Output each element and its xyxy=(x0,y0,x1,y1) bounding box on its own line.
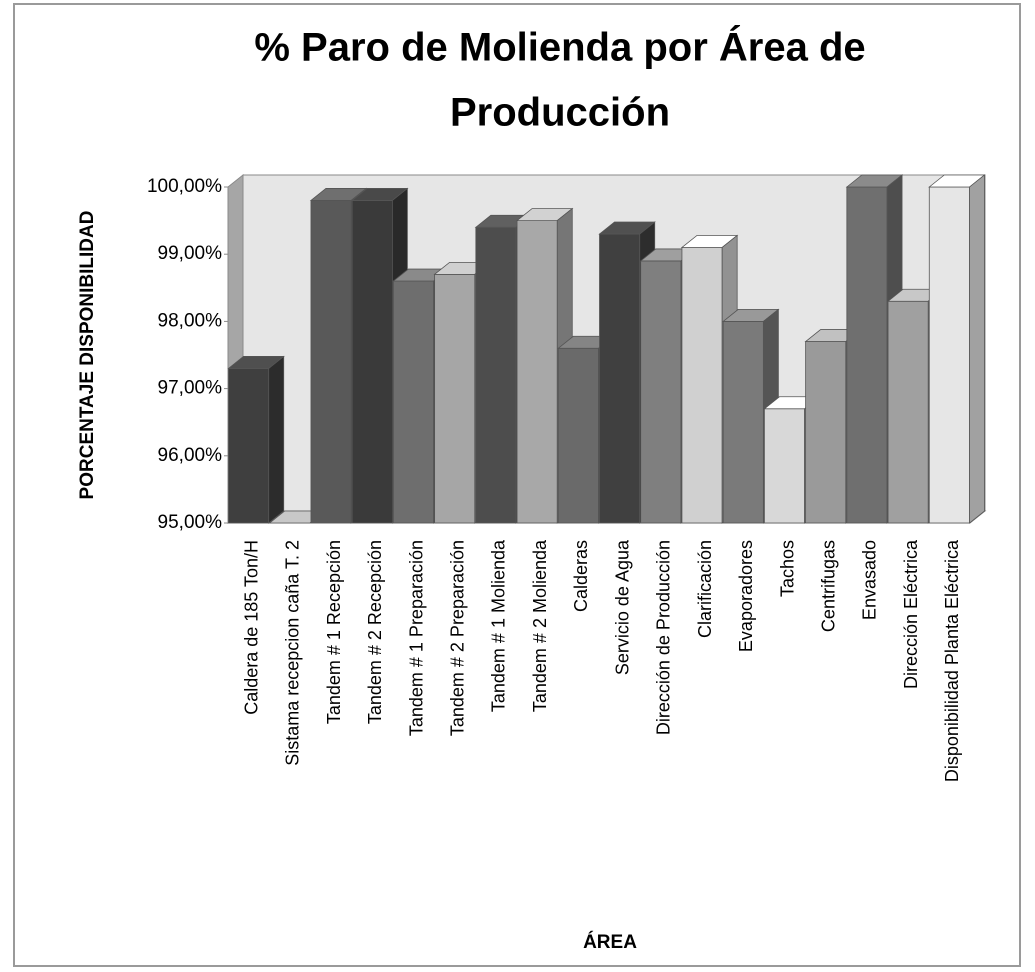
x-tick-label: Servicio de Agua xyxy=(612,539,632,675)
x-tick-label: Disponibilidad Planta Eléctrica xyxy=(942,539,962,782)
bar xyxy=(228,368,270,524)
y-tick-label: 96,00% xyxy=(158,445,223,466)
y-tick-label: 100,00% xyxy=(147,176,222,197)
y-axis-title: PORCENTAJE DISPONIBILIDAD xyxy=(77,211,98,500)
bar xyxy=(434,273,476,524)
bar-side xyxy=(969,174,985,524)
x-tick-label: Tandem # 1 Preparación xyxy=(406,540,426,736)
y-tick-label: 97,00% xyxy=(158,378,223,399)
x-tick-label: Envasado xyxy=(860,540,880,620)
x-tick-label: Tandem # 2 Preparación xyxy=(447,540,467,736)
bar xyxy=(599,233,641,524)
bar xyxy=(310,200,352,524)
x-tick-label: Caldera de 185 Ton/H xyxy=(241,540,261,715)
x-tick-label: Tandem # 1 Molienda xyxy=(489,539,509,712)
bar xyxy=(928,186,970,524)
chart-title: Producción xyxy=(450,91,670,135)
bar xyxy=(681,247,723,524)
bar xyxy=(475,226,517,524)
bar xyxy=(887,300,929,524)
bar xyxy=(640,260,682,524)
bar xyxy=(557,347,599,524)
y-tick-label: 95,00% xyxy=(158,512,223,533)
bar xyxy=(805,341,847,524)
x-tick-label: Tandem # 1 Recepción xyxy=(324,540,344,724)
bar xyxy=(763,408,806,524)
x-tick-label: Evaporadores xyxy=(736,540,756,652)
x-tick-label: Tandem # 2 Molienda xyxy=(530,539,550,712)
x-tick-label: Clarificación xyxy=(695,540,715,638)
bar xyxy=(351,200,393,524)
x-tick-label: Tandem # 2 Recepción xyxy=(365,540,385,724)
x-axis-title: ÁREA xyxy=(583,931,637,953)
bar xyxy=(846,186,888,524)
bar-group xyxy=(680,234,739,524)
y-tick-label: 99,00% xyxy=(158,243,223,264)
x-tick-label: Dirección Eléctrica xyxy=(901,539,921,689)
bar xyxy=(392,280,435,524)
bar-group xyxy=(227,355,285,524)
x-tick-label: Calderas xyxy=(571,540,591,612)
y-tick-label: 98,00% xyxy=(158,310,223,331)
bar-side xyxy=(268,355,285,524)
chart-title: % Paro de Molienda por Área de xyxy=(254,25,865,70)
x-tick-label: Dirección de Producción xyxy=(654,540,674,735)
bar xyxy=(722,320,764,524)
bar-group xyxy=(928,174,986,524)
x-tick-label: Centrifugas xyxy=(818,540,838,632)
bar xyxy=(516,220,558,524)
x-tick-label: Tachos xyxy=(777,540,797,597)
x-tick-label: Sistama recepcion caña T. 2 xyxy=(283,540,303,766)
